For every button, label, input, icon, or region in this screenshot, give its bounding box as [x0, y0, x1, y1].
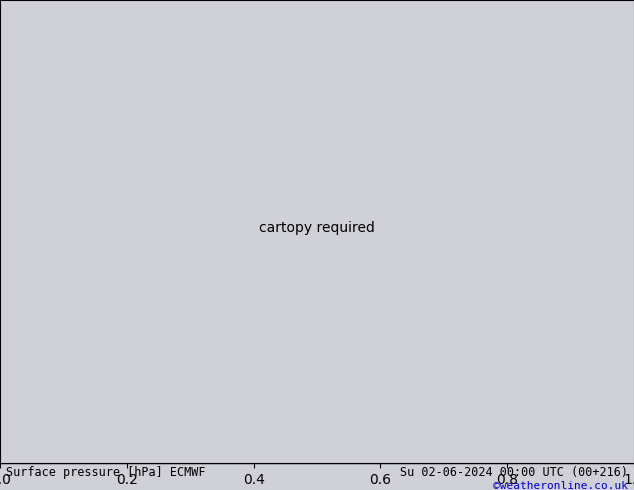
- Text: Su 02-06-2024 00:00 UTC (00+216): Su 02-06-2024 00:00 UTC (00+216): [399, 466, 628, 479]
- Text: Surface pressure [hPa] ECMWF: Surface pressure [hPa] ECMWF: [6, 466, 206, 479]
- Text: cartopy required: cartopy required: [259, 220, 375, 235]
- Text: ©weatheronline.co.uk: ©weatheronline.co.uk: [493, 481, 628, 490]
